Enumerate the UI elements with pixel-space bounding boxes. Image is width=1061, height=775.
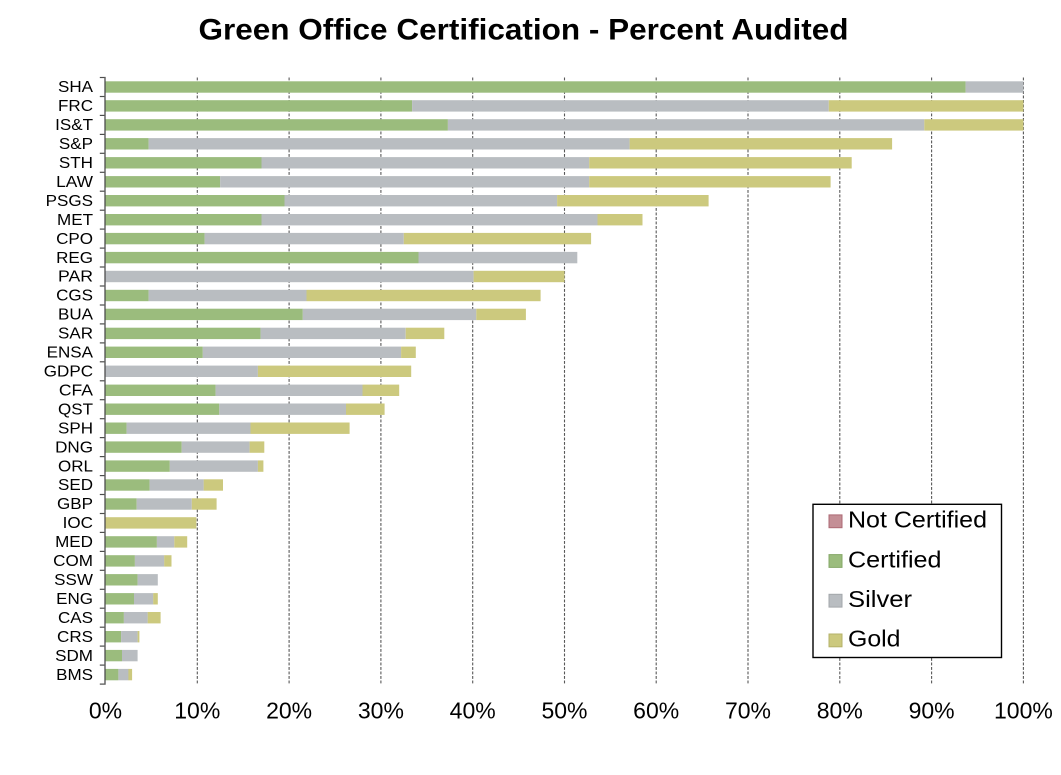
- svg-text:S&P: S&P: [59, 136, 93, 153]
- svg-text:IOC: IOC: [63, 515, 93, 532]
- svg-text:QST: QST: [58, 401, 93, 418]
- svg-text:CRS: CRS: [57, 629, 93, 646]
- svg-text:SHA: SHA: [58, 79, 93, 96]
- svg-text:CGS: CGS: [56, 288, 93, 305]
- svg-text:50%: 50%: [541, 698, 587, 724]
- svg-text:100%: 100%: [994, 698, 1053, 724]
- svg-text:BMS: BMS: [56, 667, 93, 684]
- svg-text:30%: 30%: [358, 698, 404, 724]
- svg-text:Gold: Gold: [848, 626, 901, 652]
- svg-text:COM: COM: [53, 553, 93, 570]
- svg-text:Silver: Silver: [848, 586, 912, 612]
- svg-text:ENSA: ENSA: [47, 345, 94, 362]
- svg-text:ENG: ENG: [56, 591, 93, 608]
- svg-text:40%: 40%: [450, 698, 496, 724]
- svg-text:FRC: FRC: [58, 98, 93, 115]
- svg-text:ORL: ORL: [58, 458, 93, 475]
- svg-text:SED: SED: [58, 477, 93, 494]
- svg-text:SSW: SSW: [54, 572, 94, 589]
- svg-text:SDM: SDM: [55, 648, 93, 665]
- svg-text:Certified: Certified: [848, 546, 942, 572]
- svg-text:CAS: CAS: [58, 610, 93, 627]
- svg-text:GBP: GBP: [57, 496, 93, 513]
- svg-text:60%: 60%: [633, 698, 679, 724]
- svg-text:20%: 20%: [266, 698, 312, 724]
- svg-text:CPO: CPO: [56, 231, 93, 248]
- svg-text:80%: 80%: [817, 698, 863, 724]
- svg-text:IS&T: IS&T: [55, 117, 93, 134]
- svg-text:DNG: DNG: [55, 439, 93, 456]
- svg-text:CFA: CFA: [59, 383, 93, 400]
- svg-text:90%: 90%: [909, 698, 955, 724]
- svg-text:REG: REG: [56, 250, 93, 267]
- svg-text:STH: STH: [59, 155, 93, 172]
- svg-text:Not Certified: Not Certified: [848, 507, 987, 533]
- svg-text:Green Office Certification - P: Green Office Certification - Percent Aud…: [199, 13, 849, 46]
- svg-text:SAR: SAR: [58, 326, 93, 343]
- svg-text:BUA: BUA: [58, 307, 93, 324]
- svg-text:SPH: SPH: [58, 420, 93, 437]
- svg-text:MET: MET: [57, 212, 93, 229]
- svg-text:MED: MED: [55, 534, 93, 551]
- svg-text:PAR: PAR: [58, 269, 93, 286]
- svg-text:70%: 70%: [725, 698, 771, 724]
- svg-text:PSGS: PSGS: [46, 193, 93, 210]
- svg-text:GDPC: GDPC: [44, 364, 93, 381]
- svg-text:LAW: LAW: [56, 174, 94, 191]
- svg-text:10%: 10%: [174, 698, 220, 724]
- svg-text:0%: 0%: [89, 698, 122, 724]
